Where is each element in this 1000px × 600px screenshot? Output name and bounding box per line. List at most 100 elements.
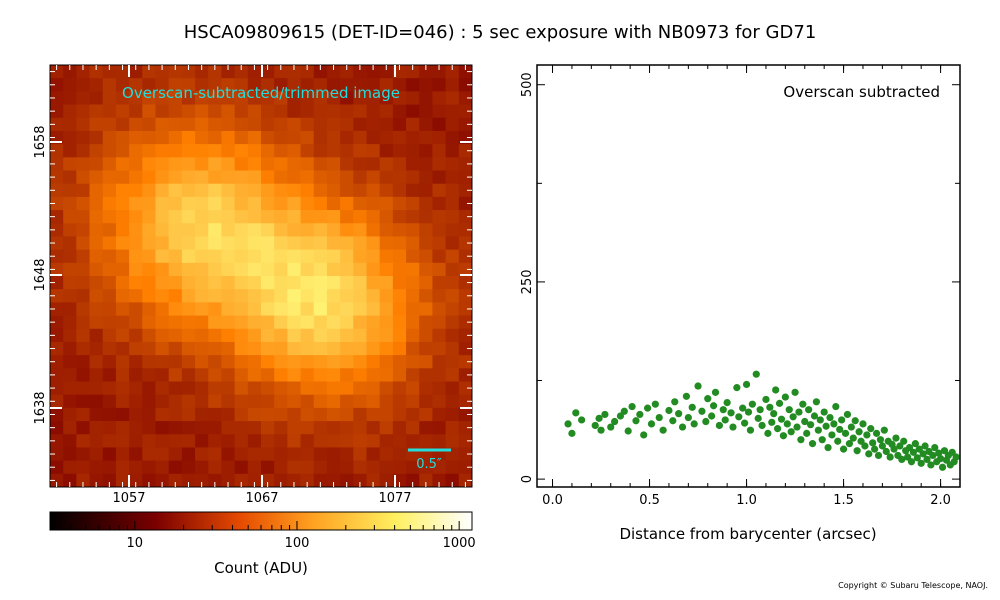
image-pixel xyxy=(63,157,77,171)
scatter-annotation: Overscan subtracted xyxy=(783,83,940,101)
image-pixel xyxy=(142,434,156,448)
colorbar-tick-label: 100 xyxy=(285,536,310,551)
image-pixel xyxy=(102,78,117,92)
image-pixel xyxy=(208,223,222,237)
image-pixel xyxy=(50,407,64,422)
image-pixel xyxy=(76,302,90,316)
image-pixel xyxy=(326,276,341,290)
image-pixel xyxy=(419,78,433,92)
image-pixel xyxy=(419,394,433,409)
image-pixel xyxy=(379,196,394,211)
image-pixel xyxy=(287,447,301,462)
image-pixel xyxy=(326,328,341,343)
image-pixel xyxy=(432,289,447,303)
image-pixel xyxy=(129,223,143,237)
data-point xyxy=(785,406,793,414)
image-pixel xyxy=(221,130,236,145)
image-pixel xyxy=(406,421,420,435)
image-pixel xyxy=(63,434,77,448)
image-pixel xyxy=(340,236,354,251)
image-pixel xyxy=(300,262,315,277)
image-pixel xyxy=(102,170,117,185)
image-pixel xyxy=(50,421,64,435)
data-point xyxy=(647,420,656,428)
image-pixel xyxy=(142,78,156,92)
image-pixel xyxy=(247,315,262,330)
image-pixel xyxy=(155,196,170,211)
image-pixel xyxy=(76,210,90,224)
image-pixel xyxy=(300,341,315,356)
image-pixel xyxy=(89,78,104,92)
image-pixel xyxy=(353,249,367,264)
image-pixel xyxy=(340,421,354,435)
image-pixel xyxy=(115,91,130,105)
image-pixel xyxy=(432,130,447,145)
image-pixel xyxy=(340,368,354,382)
image-pixel xyxy=(247,183,262,198)
image-pixel xyxy=(419,236,433,251)
image-pixel xyxy=(445,328,460,343)
image-pixel xyxy=(221,394,236,409)
image-pixel xyxy=(221,434,236,448)
image-pixel xyxy=(155,236,170,251)
image-pixel xyxy=(129,130,143,145)
image-pixel xyxy=(379,144,394,158)
image-pixel xyxy=(76,104,90,119)
image-pixel xyxy=(208,381,222,396)
image-pixel xyxy=(313,381,328,396)
image-pixel xyxy=(247,170,262,185)
data-point xyxy=(752,370,760,378)
image-pixel xyxy=(313,421,328,435)
image-pixel xyxy=(142,157,156,171)
image-pixel xyxy=(221,183,236,198)
image-pixel xyxy=(181,262,196,277)
image-pixel xyxy=(76,170,90,185)
image-pixel xyxy=(445,355,460,369)
scatter-frame xyxy=(536,64,961,488)
image-pixel xyxy=(419,157,433,171)
image-pixel xyxy=(50,170,64,185)
image-pixel xyxy=(340,157,354,171)
image-pixel xyxy=(287,249,301,264)
image-pixel xyxy=(63,249,77,264)
data-point xyxy=(772,386,780,394)
data-point xyxy=(810,412,819,420)
data-point xyxy=(758,421,766,430)
image-pixel xyxy=(247,210,262,224)
image-pixel xyxy=(313,447,328,462)
image-pixel xyxy=(340,302,354,316)
image-pixel xyxy=(247,130,262,145)
image-pixel xyxy=(129,196,143,211)
image-pixel xyxy=(102,130,117,145)
data-point xyxy=(814,426,822,434)
image-heatmap xyxy=(50,65,473,488)
image-pixel xyxy=(353,223,367,237)
image-pixel xyxy=(102,183,117,198)
image-pixel xyxy=(274,262,288,277)
image-pixel xyxy=(326,130,341,145)
data-point xyxy=(836,425,844,434)
image-pixel xyxy=(458,117,473,132)
image-pixel xyxy=(392,381,407,396)
image-pixel xyxy=(432,262,447,277)
data-point xyxy=(886,453,894,461)
image-pixel xyxy=(115,407,130,422)
image-pixel xyxy=(168,394,183,409)
image-pixel xyxy=(366,170,381,185)
image-pixel xyxy=(261,302,275,316)
image-pixel xyxy=(419,355,433,369)
image-pixel xyxy=(247,407,262,422)
image-pixel xyxy=(326,196,341,211)
data-point xyxy=(762,395,770,404)
data-point xyxy=(578,416,586,424)
image-pixel xyxy=(287,65,301,79)
image-pixel xyxy=(102,447,117,462)
image-pixel xyxy=(261,276,275,290)
data-point xyxy=(938,463,947,471)
image-pixel xyxy=(326,78,341,92)
image-pixel xyxy=(287,368,301,382)
image-pixel xyxy=(366,315,381,330)
image-pixel xyxy=(458,262,473,277)
image-pixel xyxy=(89,130,104,145)
image-pixel xyxy=(406,341,420,356)
